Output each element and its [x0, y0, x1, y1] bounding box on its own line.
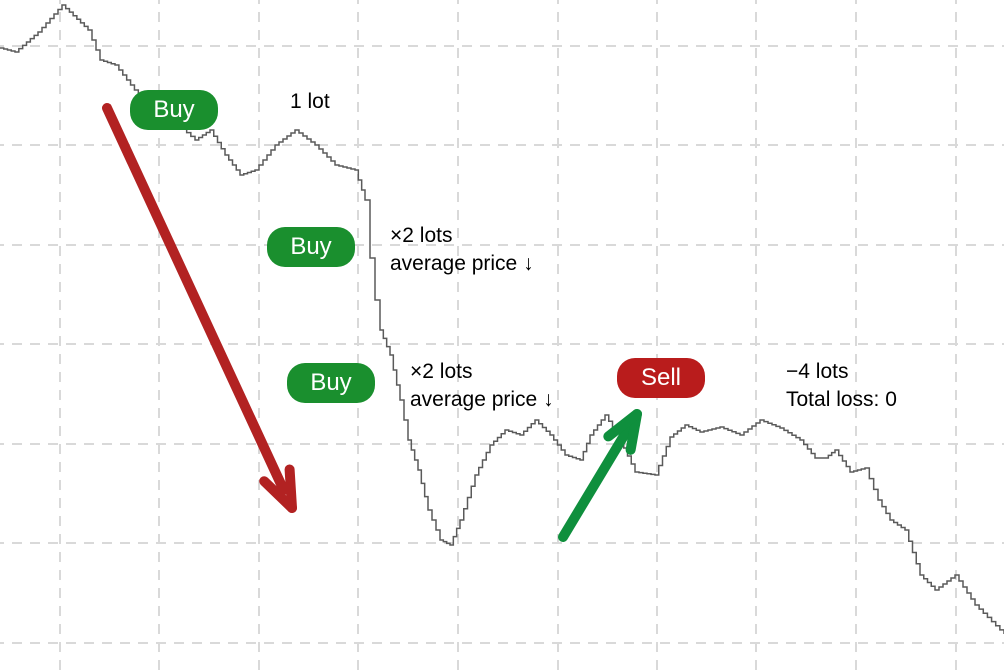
annotation-line: average price ↓ — [390, 250, 534, 278]
trade-annotation: ×2 lotsaverage price ↓ — [410, 358, 554, 415]
buy-pill: Buy — [130, 90, 218, 130]
annotation-line: average price ↓ — [410, 386, 554, 414]
annotation-line: Total loss: 0 — [786, 386, 897, 414]
annotation-line: −4 lots — [786, 358, 897, 386]
trade-annotation: −4 lotsTotal loss: 0 — [786, 358, 897, 415]
downtrend-arrow-shaft — [107, 108, 284, 490]
martingale-chart: BuyBuyBuySell1 lot×2 lotsaverage price ↓… — [0, 0, 1004, 672]
trade-annotation: 1 lot — [290, 88, 330, 116]
downtrend-arrow-head — [290, 469, 292, 508]
annotation-line: ×2 lots — [390, 222, 534, 250]
trade-annotation: ×2 lotsaverage price ↓ — [390, 222, 534, 279]
annotation-line: ×2 lots — [410, 358, 554, 386]
annotation-line: 1 lot — [290, 88, 330, 116]
buy-pill: Buy — [287, 363, 375, 403]
uptrend-arrow-shaft — [563, 430, 627, 537]
buy-pill: Buy — [267, 227, 355, 267]
sell-pill: Sell — [617, 358, 705, 398]
